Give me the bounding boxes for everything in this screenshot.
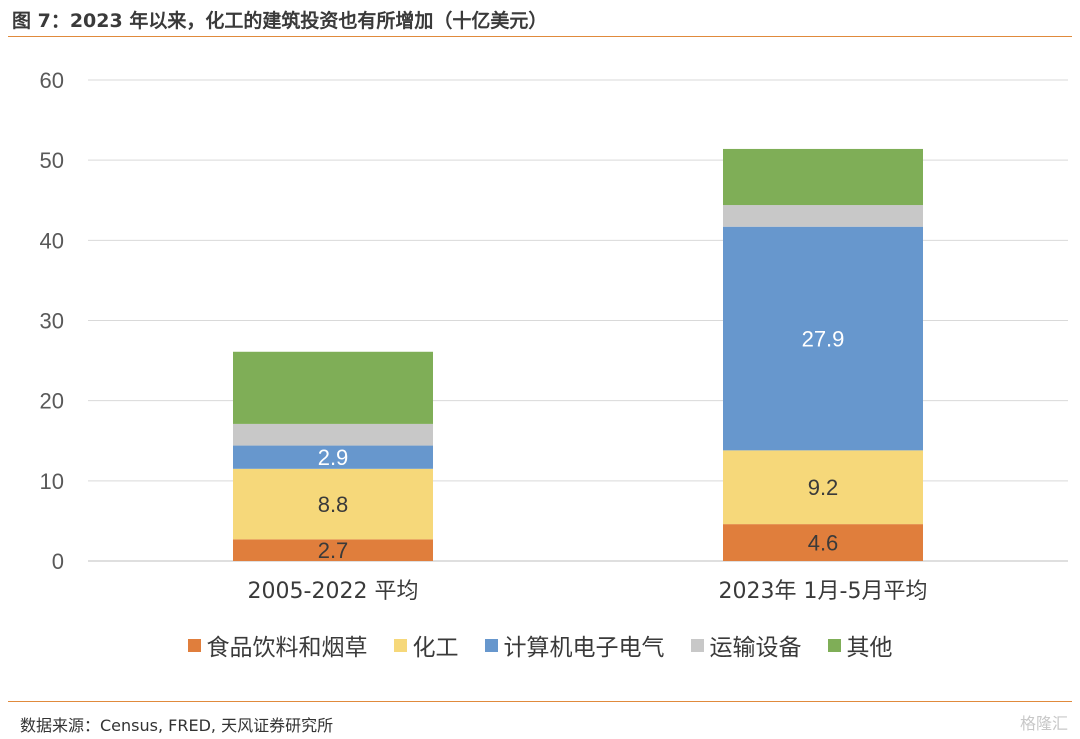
source-note: 数据来源：Census, FRED, 天风证券研究所	[20, 716, 334, 735]
legend-label: 运输设备	[709, 635, 802, 661]
x-category-label: 2023年 1月-5月平均	[719, 579, 928, 604]
data-label: 4.6	[808, 531, 839, 556]
x-category-label: 2005-2022 平均	[248, 579, 419, 604]
y-tick-label: 50	[40, 148, 64, 173]
legend-swatch	[484, 638, 498, 652]
legend-swatch	[690, 638, 704, 652]
legend-label: 计算机电子电气	[503, 635, 665, 661]
legend-item: 食品饮料和烟草	[187, 628, 368, 662]
legend-item: 其他	[827, 628, 893, 662]
legend-swatch	[393, 638, 407, 652]
legend-label: 食品饮料和烟草	[206, 635, 368, 661]
legend-item: 计算机电子电气	[484, 628, 665, 662]
bar-segment	[233, 468, 433, 540]
stacked-bar-chart: 0 10 20 30 40 50 60 2.7 8.8 2.9 2005-2022 平均 4.6 9.2…	[40, 68, 1068, 604]
y-tick-label: 20	[40, 389, 64, 414]
bar-segment	[723, 524, 923, 561]
bar-segment	[723, 205, 923, 227]
y-tick-label: 60	[40, 68, 64, 93]
y-tick-label: 40	[40, 228, 64, 253]
bar-segment	[233, 423, 433, 446]
bar-segment	[233, 351, 433, 424]
chart-legend: 食品饮料和烟草 化工 计算机电子电气 运输设备 其他	[0, 628, 1080, 662]
title-divider	[8, 36, 1072, 37]
footer-divider	[8, 701, 1072, 702]
legend-label: 其他	[846, 635, 893, 661]
legend-item: 化工	[393, 628, 459, 662]
legend-swatch	[827, 638, 841, 652]
data-label: 27.9	[802, 327, 845, 352]
data-label: 2.9	[318, 445, 349, 470]
data-label: 2.7	[318, 538, 349, 563]
data-label: 9.2	[808, 475, 839, 500]
bar-segment	[723, 148, 923, 206]
bar-segment	[233, 539, 433, 561]
data-label: 8.8	[318, 492, 349, 517]
legend-swatch	[187, 638, 201, 652]
chart-title: 图 7：2023 年以来，化工的建筑投资也有所增加（十亿美元）	[12, 10, 548, 32]
watermark-logo: 格隆汇	[1019, 714, 1068, 733]
legend-item: 运输设备	[690, 628, 802, 662]
y-tick-label: 30	[40, 309, 64, 334]
legend-label: 化工	[412, 635, 459, 661]
y-tick-label: 10	[40, 469, 64, 494]
y-tick-label: 0	[52, 549, 64, 574]
bar-segment	[723, 226, 923, 451]
bar-segment	[723, 450, 923, 525]
bar-segment	[233, 445, 433, 469]
